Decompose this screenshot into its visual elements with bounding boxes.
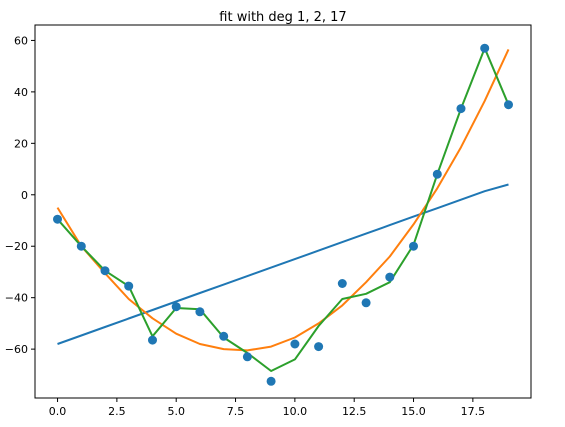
- y-axis: 60 40 20 0 −20 −40 −60: [5, 34, 35, 356]
- data-point: [385, 272, 395, 282]
- series-line-3: [56, 47, 510, 372]
- data-point: [432, 169, 442, 179]
- series-lines: [56, 47, 510, 372]
- data-points: [53, 43, 513, 386]
- data-point: [456, 104, 466, 114]
- x-tick-label: 5.0: [167, 405, 185, 418]
- y-tick-label: −60: [5, 343, 28, 356]
- data-point: [242, 352, 252, 362]
- data-point: [148, 335, 157, 345]
- plot-frame: [34, 24, 532, 399]
- x-tick-label: 15.0: [401, 405, 426, 418]
- x-tick-label: 10.0: [283, 405, 308, 418]
- x-tick-label: 2.5: [108, 405, 126, 418]
- y-tick-label: −40: [5, 292, 28, 305]
- y-tick-label: 20: [14, 137, 28, 150]
- data-point: [361, 298, 371, 308]
- x-tick-label: 12.5: [342, 405, 367, 418]
- y-tick-label: −20: [5, 240, 28, 253]
- y-tick-label: 40: [14, 86, 28, 99]
- data-point: [480, 43, 490, 53]
- chart-title: fit with deg 1, 2, 17: [219, 10, 346, 25]
- data-point: [409, 241, 418, 251]
- data-point: [219, 331, 229, 341]
- y-tick-label: 0: [21, 189, 28, 202]
- x-tick-label: 17.5: [461, 405, 486, 418]
- x-tick-label: 0.0: [49, 405, 67, 418]
- series-line-1: [57, 183, 509, 345]
- data-point: [337, 279, 347, 288]
- data-point: [100, 266, 110, 276]
- data-point: [53, 214, 62, 224]
- data-point: [290, 339, 300, 349]
- y-tick-label: 60: [14, 34, 28, 47]
- data-point: [76, 241, 86, 251]
- data-point: [314, 342, 324, 352]
- data-point: [124, 281, 134, 291]
- x-axis: 0.0 2.5 5.0 7.5 10.0 12.5 15.0 17.5: [49, 398, 485, 418]
- data-point: [266, 376, 276, 386]
- data-point: [195, 307, 205, 317]
- x-tick-label: 7.5: [227, 405, 245, 418]
- data-point: [504, 100, 513, 110]
- series-line-2: [56, 48, 510, 352]
- data-point: [171, 302, 181, 312]
